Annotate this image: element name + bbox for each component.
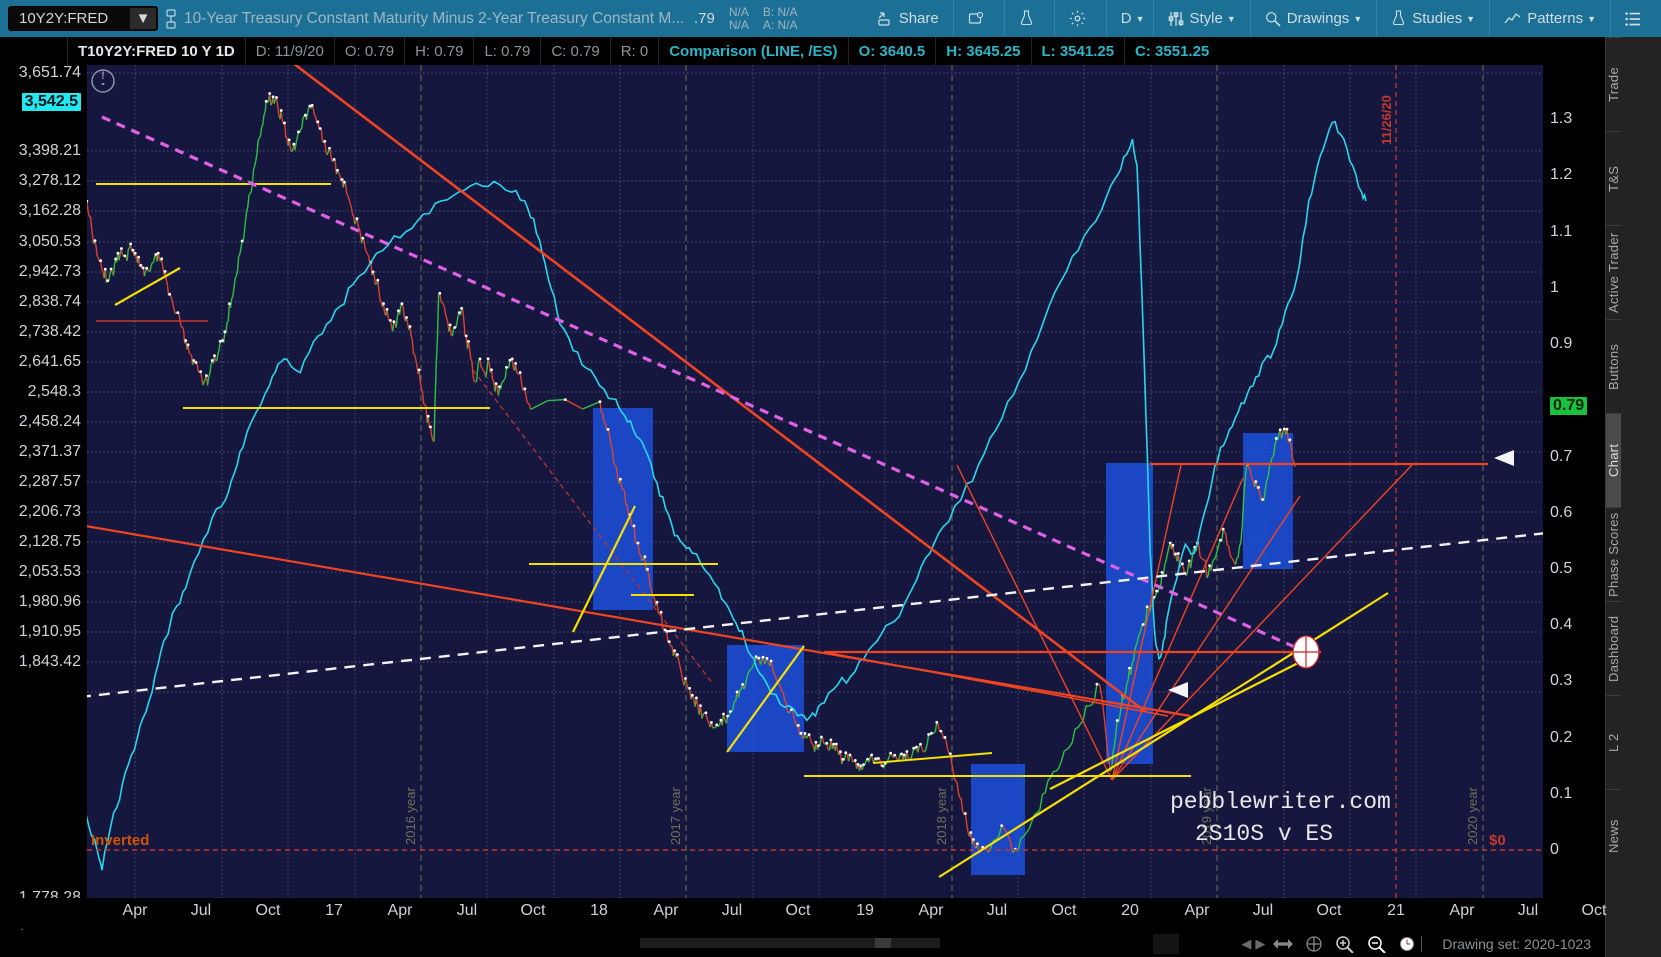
svg-text:$0: $0	[1489, 832, 1506, 849]
svg-text:2016 year: 2016 year	[403, 787, 418, 845]
svg-text:2018 year: 2018 year	[934, 787, 949, 845]
svg-text:2020 year: 2020 year	[1465, 787, 1480, 845]
svg-text:2S10S v ES: 2S10S v ES	[1195, 821, 1333, 847]
svg-text:pebblewriter.com: pebblewriter.com	[1170, 789, 1391, 815]
svg-text:!: !	[101, 70, 105, 82]
svg-text:11/26/20: 11/26/20	[1379, 95, 1394, 145]
svg-text:2017 year: 2017 year	[668, 787, 683, 845]
svg-text:Inverted: Inverted	[91, 832, 149, 849]
